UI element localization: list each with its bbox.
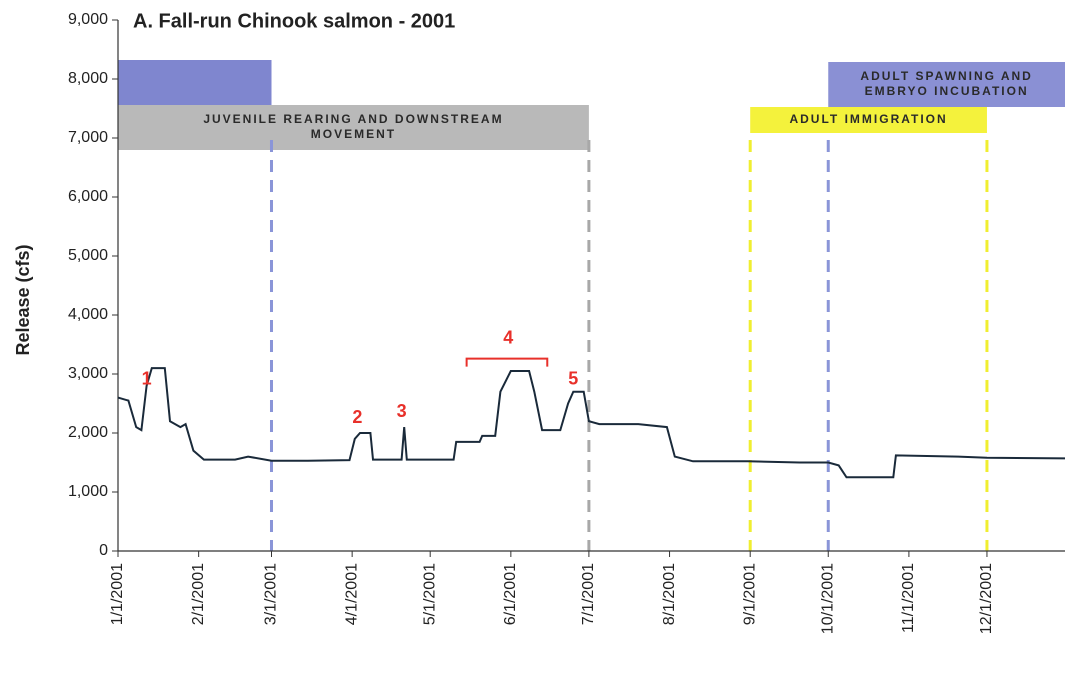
y-tick-label: 9,000 bbox=[68, 11, 108, 28]
annotation: 5 bbox=[568, 369, 578, 389]
data-line bbox=[117, 367, 1065, 479]
y-axis-label: Release (cfs) bbox=[13, 244, 33, 355]
period-band bbox=[118, 105, 589, 150]
x-tick-label: 5/1/2001 bbox=[421, 563, 438, 625]
period-label: MOVEMENT bbox=[311, 127, 396, 141]
period-band bbox=[828, 62, 1065, 107]
y-tick-label: 6,000 bbox=[68, 188, 108, 205]
annotation: 4 bbox=[503, 327, 513, 347]
x-tick-label: 11/1/2001 bbox=[900, 563, 917, 633]
y-tick-label: 7,000 bbox=[68, 129, 108, 146]
period-label: EMBRYO INCUBATION bbox=[865, 84, 1029, 98]
annotation-bracket bbox=[465, 357, 549, 367]
period-band bbox=[750, 107, 987, 133]
x-tick-label: 8/1/2001 bbox=[661, 563, 678, 625]
x-tick-label: 3/1/2001 bbox=[263, 563, 280, 625]
x-tick-label: 7/1/2001 bbox=[580, 563, 597, 625]
y-tick-label: 1,000 bbox=[68, 483, 108, 500]
chart-title: A. Fall-run Chinook salmon - 2001 bbox=[133, 10, 455, 32]
period-label: ADULT IMMIGRATION bbox=[789, 112, 947, 126]
x-tick-label: 10/1/2001 bbox=[819, 563, 836, 634]
x-tick-label: 6/1/2001 bbox=[502, 563, 519, 625]
period-label: ADULT SPAWNING AND bbox=[860, 69, 1032, 83]
period-label: JUVENILE REARING AND DOWNSTREAM bbox=[203, 112, 503, 126]
y-tick-label: 8,000 bbox=[68, 70, 108, 87]
annotation: 1 bbox=[142, 369, 152, 389]
x-tick-label: 9/1/2001 bbox=[741, 563, 758, 625]
y-tick-label: 0 bbox=[99, 542, 108, 559]
y-tick-label: 4,000 bbox=[68, 306, 108, 323]
annotation: 3 bbox=[397, 401, 407, 421]
y-tick-label: 2,000 bbox=[68, 424, 108, 441]
y-tick-label: 3,000 bbox=[68, 365, 108, 382]
x-tick-label: 12/1/2001 bbox=[978, 563, 995, 634]
x-tick-label: 4/1/2001 bbox=[343, 563, 360, 625]
x-tick-label: 2/1/2001 bbox=[190, 563, 207, 625]
x-tick-label: 1/1/2001 bbox=[109, 563, 126, 625]
y-tick-label: 5,000 bbox=[68, 247, 108, 264]
annotation: 2 bbox=[352, 407, 362, 427]
period-band bbox=[118, 60, 272, 105]
